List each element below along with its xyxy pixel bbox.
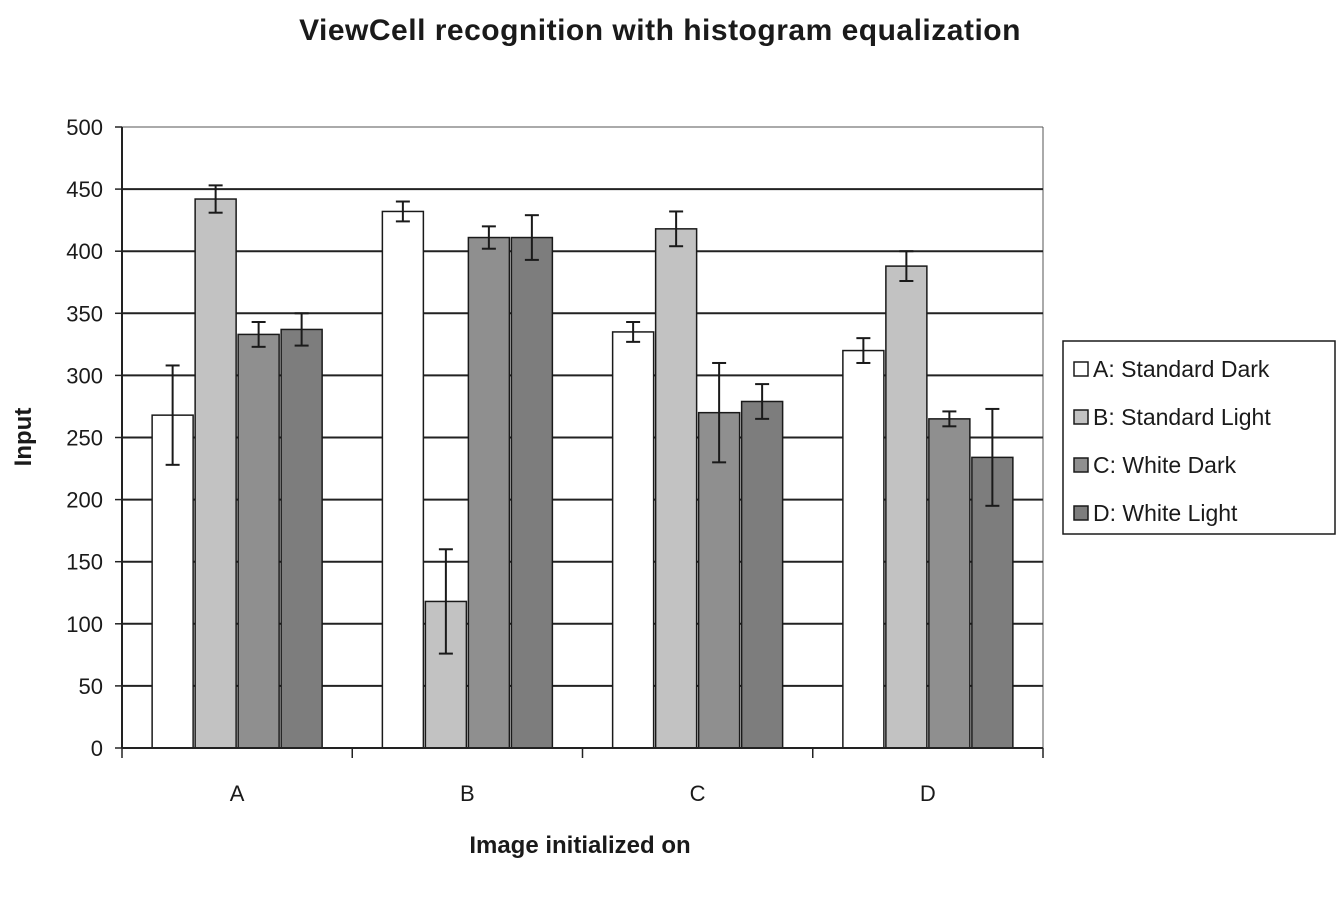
y-tick-label: 300 (66, 363, 103, 388)
legend-swatch (1073, 361, 1089, 377)
x-tick-label-d: D (920, 781, 936, 806)
x-axis-title: Image initialized on (469, 832, 690, 859)
y-tick-label: 350 (66, 301, 103, 326)
y-tick-label: 100 (66, 612, 103, 637)
y-tick-label: 200 (66, 488, 103, 513)
y-tick-label: 450 (66, 177, 103, 202)
bar-d-series-3 (928, 418, 971, 749)
legend-swatch (1073, 457, 1089, 473)
bar-d-series-1 (842, 349, 885, 749)
legend-swatch (1073, 409, 1089, 425)
legend-label: B: Standard Light (1093, 404, 1271, 430)
bar-b-series-1 (381, 210, 425, 749)
bar-d-series-2 (885, 265, 928, 749)
x-tick-label-c: C (690, 781, 706, 806)
legend: A: Standard Dark B: Standard Light C: Whit… (1062, 340, 1336, 535)
bar-a-series-1 (151, 414, 194, 749)
bar-c-series-2 (654, 228, 698, 749)
y-tick-label: 50 (79, 674, 103, 699)
y-tick-label: 250 (66, 426, 103, 451)
bar-a-series-2 (194, 198, 237, 749)
bar-series-group (151, 184, 1014, 749)
y-tick-label: 400 (66, 239, 103, 264)
bar-b-series-4 (510, 236, 554, 749)
y-tick-label: 0 (91, 736, 103, 761)
axes: 0 50 100 150 200 250 300 350 400 450 500 A B C D (66, 115, 1044, 806)
bar-c-series-4 (740, 400, 784, 749)
y-axis-title: Input (10, 408, 37, 467)
bar-a-series-4 (280, 328, 323, 749)
bar-b-series-3 (467, 236, 511, 749)
x-tick-label-a: A (230, 781, 245, 806)
chart-title: ViewCell recognition with histogram equa… (299, 14, 1021, 47)
legend-label: D: White Light (1093, 500, 1238, 526)
y-tick-label: 500 (66, 115, 103, 140)
bar-c-series-3 (697, 411, 741, 749)
legend-box (1062, 340, 1336, 535)
legend-label: C: White Dark (1093, 452, 1237, 478)
legend-label: A: Standard Dark (1093, 356, 1270, 382)
bar-c-series-1 (611, 331, 655, 749)
bar-a-series-3 (237, 333, 280, 749)
legend-swatch (1073, 505, 1089, 521)
y-tick-label: 150 (66, 550, 103, 575)
x-tick-label-b: B (460, 781, 475, 806)
